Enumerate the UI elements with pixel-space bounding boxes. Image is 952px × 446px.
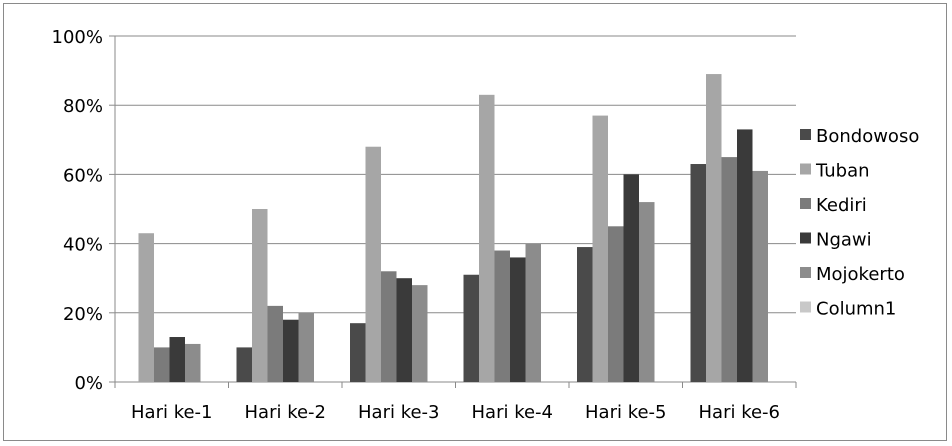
bar-tuban-1 — [138, 233, 154, 382]
bar-tuban-2 — [252, 209, 268, 382]
legend-label-bondowoso: Bondowoso — [816, 126, 919, 147]
y-tick-label: 0% — [74, 373, 103, 394]
bar-tuban-6 — [706, 74, 722, 382]
legend-swatch-tuban — [800, 163, 811, 175]
bar-mojokerto-3 — [412, 285, 428, 382]
bar-ngawi-3 — [396, 278, 412, 382]
bar-ngawi-4 — [510, 257, 526, 382]
legend-label-column1: Column1 — [816, 299, 896, 320]
legend-label-tuban: Tuban — [815, 161, 870, 182]
bar-bondowoso-6 — [690, 164, 706, 382]
bar-bondowoso-3 — [350, 323, 366, 382]
bar-bondowoso-5 — [577, 247, 593, 382]
bar-kediri-5 — [608, 226, 624, 382]
bar-tuban-5 — [592, 115, 608, 382]
bar-mojokerto-1 — [185, 343, 201, 382]
x-axis-ticks: Hari ke-1 Hari ke-2 Hari ke-3 Hari ke-4 Hari… — [114, 382, 797, 423]
bar-kediri-6 — [721, 157, 737, 382]
bar-mojokerto-6 — [752, 170, 768, 382]
bar-mojokerto-2 — [298, 312, 314, 382]
bar-ngawi-2 — [283, 319, 299, 382]
x-tick-label: Hari ke-1 — [131, 402, 213, 423]
y-tick-label: 100% — [52, 27, 103, 48]
x-tick-label: Hari ke-4 — [472, 402, 554, 423]
bar-kediri-4 — [494, 250, 510, 382]
bar-ngawi-1 — [169, 337, 185, 382]
bar-ngawi-6 — [737, 129, 753, 382]
bar-kediri-3 — [381, 271, 397, 382]
y-tick-label: 60% — [63, 165, 103, 186]
legend-swatch-ngawi — [800, 232, 811, 244]
bars — [138, 74, 768, 382]
legend-label-kediri: Kediri — [816, 195, 867, 216]
legend-swatch-mojokerto — [800, 267, 811, 278]
legend-label-mojokerto: Mojokerto — [816, 264, 905, 285]
x-tick-label: Hari ke-2 — [245, 402, 327, 423]
legend-swatch-bondowoso — [800, 129, 811, 140]
bar-ngawi-5 — [623, 174, 639, 382]
bar-kediri-2 — [267, 305, 283, 382]
bar-mojokerto-5 — [639, 202, 655, 382]
x-tick-label: Hari ke-3 — [358, 402, 440, 423]
bar-tuban-3 — [365, 146, 381, 382]
y-tick-label: 40% — [63, 235, 103, 256]
y-tick-label: 80% — [63, 96, 103, 117]
gridlines — [115, 35, 796, 314]
bar-kediri-1 — [154, 347, 170, 382]
legend-swatch-column1 — [800, 301, 811, 313]
bar-bondowoso-4 — [463, 274, 479, 382]
bar-tuban-4 — [479, 94, 495, 382]
x-tick-label: Hari ke-5 — [585, 402, 667, 423]
bar-mojokerto-4 — [525, 243, 541, 382]
y-tick-label: 20% — [63, 304, 103, 325]
legend-swatch-kediri — [800, 198, 811, 209]
bar-bondowoso-2 — [236, 347, 252, 382]
legend-label-ngawi: Ngawi — [816, 230, 872, 251]
legend: Bondowoso Tuban Kediri Ngawi Mojokerto Column… — [800, 126, 919, 320]
x-tick-label: Hari ke-6 — [699, 402, 781, 423]
